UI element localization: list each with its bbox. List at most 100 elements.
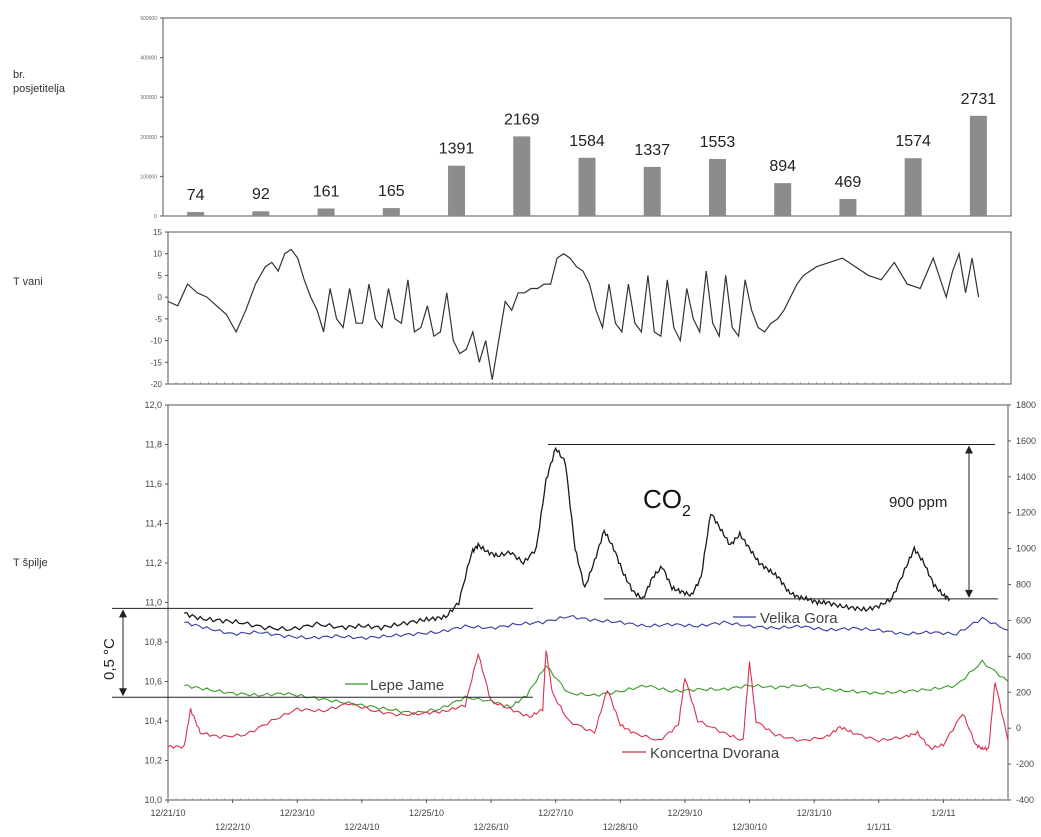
cave-left-tick-label: 12,0 <box>144 400 162 410</box>
visitor-bar-label: 1391 <box>439 141 475 158</box>
ppm-arrow-head-up <box>965 445 973 454</box>
visitor-bar-label: 2169 <box>504 111 540 128</box>
visitor-bar-label: 74 <box>187 187 205 204</box>
delta-t-arrow-head-up <box>119 609 127 618</box>
series-label-velika-gora: Velika Gora <box>760 610 838 627</box>
cave-x-tick-label: 12/22/10 <box>215 822 250 832</box>
cave-left-tick-label: 10,2 <box>144 756 162 766</box>
cave-right-tick-label: 400 <box>1016 651 1031 661</box>
visitor-bar <box>578 157 596 216</box>
series-line-lepe-jame <box>184 659 1009 716</box>
visitor-bar <box>317 208 335 216</box>
cave-x-tick-label: 1/2/11 <box>931 808 955 818</box>
visitor-bar-label: 1574 <box>895 133 931 150</box>
visitor-bar-label: 469 <box>835 174 862 191</box>
bar-y-tick-label: 400000 <box>140 56 157 62</box>
cave-x-tick-label: 12/28/10 <box>603 822 638 832</box>
cave-right-tick-label: 1000 <box>1016 544 1036 554</box>
cave-temp-row-label: T špilje <box>13 557 48 569</box>
visitor-bar <box>904 158 922 216</box>
cave-left-tick-label: 10,8 <box>144 637 162 647</box>
outside-y-tick-label: 15 <box>153 228 162 237</box>
cave-left-tick-label: 11,0 <box>145 598 162 608</box>
visitor-bar <box>839 198 857 216</box>
cave-right-tick-label: 600 <box>1016 615 1031 625</box>
cave-left-tick-label: 10,4 <box>144 716 162 726</box>
visitor-bar-label: 1337 <box>634 142 670 159</box>
outside-panel-frame <box>167 231 1012 385</box>
cave-x-tick-label: 12/21/10 <box>150 808 185 818</box>
outside-temperature-panel: 15 10 5 0 -5 -10 -15 -20 <box>150 228 1012 389</box>
delta-t-annotation: 0,5 °C <box>101 638 118 680</box>
outside-y-tick-label: 10 <box>153 250 162 259</box>
outside-y-tick-label: 0 <box>158 293 163 302</box>
visitor-bar <box>187 212 205 216</box>
outside-y-tick-label: -5 <box>155 315 163 324</box>
outside-y-tick-label: -20 <box>150 380 162 389</box>
visitor-bar <box>252 211 270 216</box>
bar-y-tick-label: 300000 <box>140 95 157 101</box>
cave-right-tick-label: 1200 <box>1016 508 1036 518</box>
delta-t-arrow-head-down <box>119 688 127 697</box>
cave-right-tick-label: 800 <box>1016 580 1031 590</box>
cave-right-tick-label: -200 <box>1016 759 1034 769</box>
series-label-koncertna-dvorana: Koncertna Dvorana <box>650 745 780 762</box>
cave-left-tick-label: 11,6 <box>145 479 162 489</box>
cave-left-tick-label: 10,0 <box>144 795 162 805</box>
visitor-bar <box>448 165 466 216</box>
cave-panel-frame <box>167 404 1009 801</box>
series-label-lepe-jame: Lepe Jame <box>370 677 444 694</box>
bar-y-tick-label: 500000 <box>140 16 157 22</box>
cave-right-tick-label: 1600 <box>1016 436 1036 446</box>
visitor-bar-label: 1553 <box>700 134 736 151</box>
cave-x-tick-label: 12/27/10 <box>538 808 573 818</box>
cave-x-tick-label: 12/26/10 <box>474 822 509 832</box>
outside-temperature-line <box>167 248 980 380</box>
visitor-bar <box>774 183 792 216</box>
visitors-row-label-1: br. <box>13 69 26 81</box>
cave-left-tick-label: 11,8 <box>145 440 162 450</box>
visitor-bar <box>382 208 400 216</box>
cave-right-tick-label: -400 <box>1016 795 1034 805</box>
visitor-bar <box>643 166 661 216</box>
bar-y-tick-label: 200000 <box>140 135 157 141</box>
visitor-bar-label: 92 <box>252 186 270 203</box>
visitor-bar-label: 165 <box>378 183 405 200</box>
outside-y-tick-label: -10 <box>150 337 162 346</box>
cave-x-tick-label: 12/30/10 <box>732 822 767 832</box>
cave-x-tick-label: 12/23/10 <box>280 808 315 818</box>
visitor-bar-label: 1584 <box>569 133 605 150</box>
visitor-bar-label: 894 <box>769 158 796 175</box>
cave-left-tick-label: 11,2 <box>145 558 162 568</box>
bar-y-tick-label: 100000 <box>140 174 157 180</box>
cave-x-tick-label: 12/25/10 <box>409 808 444 818</box>
cave-left-tick-label: 10,6 <box>144 677 162 687</box>
cave-x-tick-label: 12/31/10 <box>797 808 832 818</box>
visitor-bar <box>513 136 531 216</box>
cave-left-tick-label: 11,4 <box>145 519 162 529</box>
cave-x-tick-label: 12/29/10 <box>667 808 702 818</box>
visitor-bar <box>708 158 726 216</box>
cave-x-tick-label: 12/24/10 <box>344 822 379 832</box>
ppm-arrow-head-down <box>965 589 973 598</box>
cave-right-tick-label: 1800 <box>1016 400 1036 410</box>
visitors-row-label-2: posjetitelja <box>13 83 65 95</box>
bar-y-tick-label: 0 <box>154 214 157 220</box>
visitor-bar-label: 161 <box>313 183 340 200</box>
cave-right-tick-label: 0 <box>1016 723 1021 733</box>
series-line-velika-gora <box>184 614 1009 640</box>
cave-x-tick-label: 1/1/11 <box>867 822 891 832</box>
series-line-koncertna-dvorana <box>167 650 1009 752</box>
outside-y-tick-label: -15 <box>150 358 162 367</box>
visitors-bar-panel: 500000 400000 300000 200000 100000 0 74 92 161 16… <box>140 16 1012 220</box>
ppm-annotation: 900 ppm <box>889 494 947 511</box>
cave-right-tick-label: 1400 <box>1016 472 1036 482</box>
visitor-bar <box>969 115 987 216</box>
cave-right-tick-label: 200 <box>1016 687 1031 697</box>
co2-label: CO2 <box>643 484 691 520</box>
series-line-co2 <box>184 446 951 632</box>
cave-temperature-panel: 12,0 11,8 11,6 11,4 11,2 11,0 10,8 10,6 10,4 10,2… <box>112 400 1036 832</box>
outside-y-tick-label: 5 <box>158 271 163 280</box>
visitor-bar-label: 2731 <box>961 91 997 108</box>
